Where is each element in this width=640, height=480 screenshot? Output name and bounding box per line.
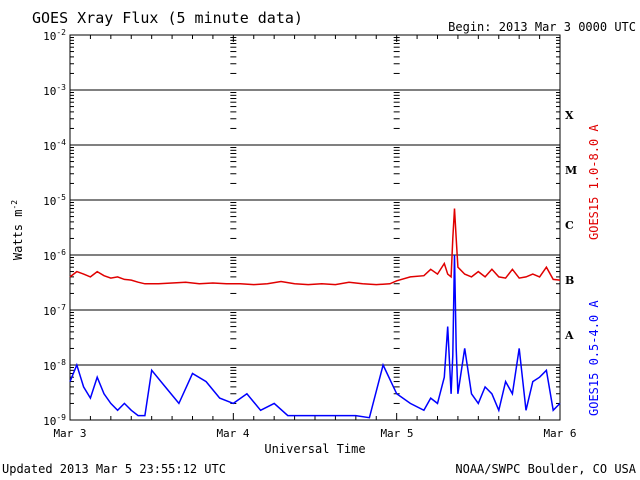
class-a: A bbox=[564, 329, 574, 342]
x-tick-mar5: Mar 5 bbox=[380, 427, 413, 440]
y-tick-label: 10-6 bbox=[43, 248, 66, 263]
y-tick-labels: 10-2 10-3 10-4 10-5 10-6 10-7 10-8 10-9 bbox=[43, 28, 66, 428]
y-tick-label: 10-9 bbox=[43, 413, 66, 428]
y-tick-label: 10-7 bbox=[43, 303, 66, 318]
source-label: NOAA/SWPC Boulder, CO USA bbox=[455, 462, 636, 476]
y-axis-label-text: Watts m bbox=[11, 210, 25, 261]
class-m: M bbox=[565, 164, 577, 177]
grid bbox=[70, 37, 560, 404]
x-axis-label: Universal Time bbox=[264, 442, 365, 456]
series-short-channel bbox=[69, 254, 561, 419]
y-axis-label: Watts m-2 bbox=[10, 200, 25, 260]
y-tick-label: 10-4 bbox=[43, 138, 66, 153]
x-tick-mar6: Mar 6 bbox=[543, 427, 576, 440]
chart-title: GOES Xray Flux (5 minute data) bbox=[32, 9, 303, 27]
series-long-channel bbox=[69, 208, 561, 286]
class-x: X bbox=[565, 109, 574, 122]
begin-label: Begin: 2013 Mar 3 0000 UTC bbox=[448, 20, 636, 34]
legend-long-channel: GOES15 1.0-8.0 A bbox=[587, 124, 601, 240]
y-tick-label: 10-2 bbox=[43, 28, 66, 43]
y-tick-label: 10-5 bbox=[43, 193, 66, 208]
series-layer bbox=[69, 208, 561, 419]
y-tick-label: 10-3 bbox=[43, 83, 66, 98]
class-b: B bbox=[565, 274, 574, 287]
y-tick-label: 10-8 bbox=[43, 358, 66, 373]
x-tick-mar3: Mar 3 bbox=[53, 427, 86, 440]
y-axis-label-sup: -2 bbox=[10, 200, 19, 210]
class-c: C bbox=[565, 219, 574, 232]
x-tick-mar4: Mar 4 bbox=[216, 427, 249, 440]
updated-timestamp: Updated 2013 Mar 5 23:55:12 UTC bbox=[2, 462, 226, 476]
legend-short-channel: GOES15 0.5-4.0 A bbox=[587, 300, 601, 416]
day-tick-marks bbox=[69, 35, 561, 420]
plot-area bbox=[69, 34, 561, 421]
